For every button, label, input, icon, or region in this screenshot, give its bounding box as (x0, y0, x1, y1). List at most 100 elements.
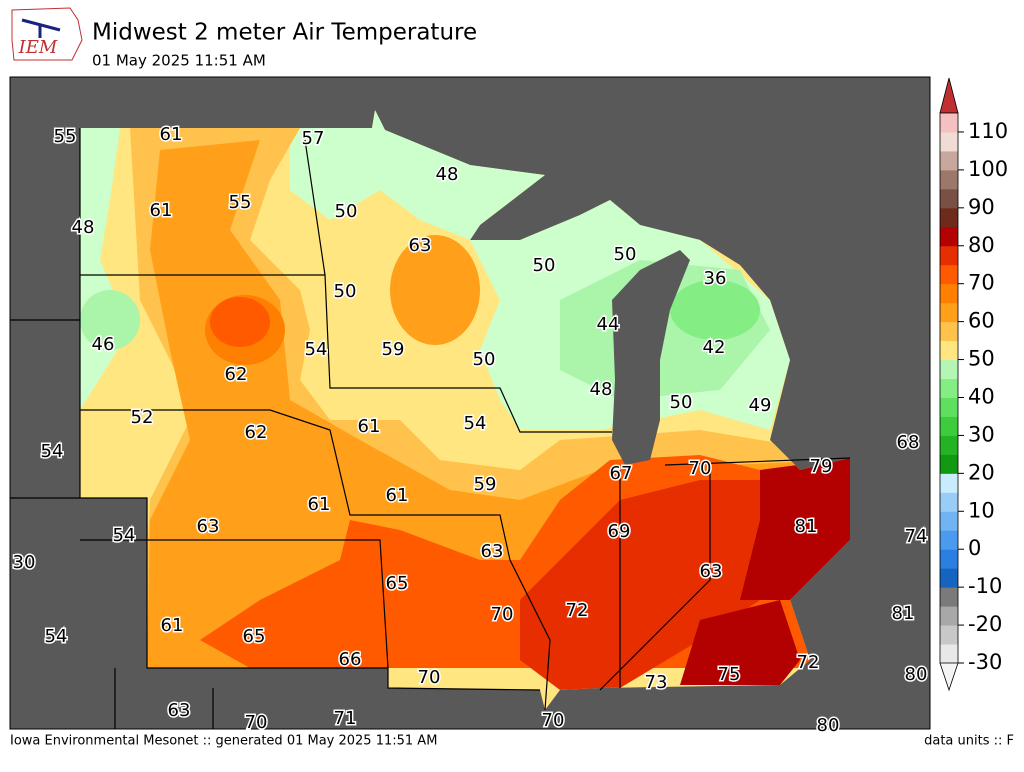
station-value: 44 (597, 314, 620, 335)
colorbar-tick-label: 30 (968, 422, 995, 446)
station-value: 70 (245, 712, 268, 733)
colorbar-segment (940, 169, 958, 190)
colorbar-segment (940, 150, 958, 171)
colorbar-segment (940, 397, 958, 417)
station-value: 69 (608, 521, 631, 542)
station-value: 54 (305, 339, 328, 360)
station-value: 50 (335, 201, 358, 222)
station-value: 80 (905, 664, 928, 685)
station-value: 72 (797, 652, 820, 673)
subtitle: 01 May 2025 11:51 AM (92, 52, 266, 70)
station-value: 61 (160, 124, 183, 145)
map (9, 76, 931, 730)
station-value: 54 (113, 525, 136, 546)
colorbar-segment (940, 359, 958, 380)
colorbar-tick-label: -20 (968, 612, 1002, 636)
station-value: 61 (386, 485, 409, 506)
colorbar-tick-label: 60 (968, 309, 995, 333)
colorbar-segment (940, 473, 958, 493)
colorbar-segment (940, 435, 958, 455)
station-value: 63 (481, 541, 504, 562)
station-value: 55 (229, 192, 252, 213)
station-value: 62 (245, 422, 268, 443)
colorbar-segment (940, 131, 958, 152)
station-value: 63 (409, 235, 432, 256)
station-value: 80 (817, 715, 840, 736)
station-value: 63 (197, 516, 220, 537)
station-value: 67 (610, 463, 633, 484)
colorbar-segment (940, 492, 958, 512)
colorbar: -30 -20 -10 0 10 20 30 40 50 60 70 80 90 100 110 (939, 77, 1008, 692)
colorbar-segment (940, 587, 958, 607)
station-value: 49 (749, 395, 772, 416)
station-value: 54 (41, 441, 64, 462)
station-value: 62 (225, 364, 248, 385)
station-value: 48 (436, 164, 459, 185)
station-value: 70 (689, 458, 712, 479)
station-value: 63 (168, 700, 191, 721)
colorbar-segment (940, 207, 958, 228)
colorbar-segment (940, 226, 958, 247)
colorbar-segment (940, 625, 958, 645)
colorbar-segment (940, 549, 958, 569)
station-value: 42 (703, 337, 726, 358)
colorbar-tick-label: -10 (968, 574, 1002, 598)
station-value: 81 (892, 603, 915, 624)
colorbar-segment (940, 283, 958, 304)
colorbar-tick-label: 20 (968, 460, 995, 484)
title: Midwest 2 meter Air Temperature (92, 20, 477, 46)
station-value: 50 (473, 349, 496, 370)
station-value: 74 (905, 526, 928, 547)
station-value: 54 (464, 413, 487, 434)
colorbar-segment (940, 644, 958, 664)
colorbar-tick-label: 40 (968, 384, 995, 408)
colorbar-tick-label: 90 (968, 195, 995, 219)
station-value: 59 (382, 339, 405, 360)
footer-left: Iowa Environmental Mesonet :: generated … (10, 734, 437, 749)
logo: IEM (11, 7, 83, 61)
station-labels: 55 61 57 48 61 55 50 48 63 50 50 36 50 46 54 59 44 42 62 50… (11, 123, 929, 738)
station-value: 68 (897, 432, 920, 453)
station-value: 65 (386, 573, 409, 594)
colorbar-tick-label: -30 (968, 650, 1002, 674)
colorbar-segment (940, 606, 958, 626)
station-value: 55 (54, 126, 77, 147)
station-value: 70 (418, 667, 441, 688)
colorbar-segment (940, 378, 958, 398)
station-value: 66 (339, 649, 362, 670)
station-value: 71 (334, 708, 357, 729)
colorbar-segment (940, 113, 958, 133)
colorbar-tick-label: 100 (968, 157, 1008, 181)
colorbar-segment (940, 530, 958, 550)
station-value: 50 (533, 255, 556, 276)
colorbar-tick-label: 50 (968, 347, 995, 371)
station-value: 52 (131, 407, 154, 428)
colorbar-segment (940, 568, 958, 588)
station-value: 61 (308, 494, 331, 515)
colorbar-tick-label: 70 (968, 271, 995, 295)
station-value: 48 (72, 217, 95, 238)
colorbar-segment (940, 188, 958, 209)
colorbar-tick-label: 0 (968, 536, 981, 560)
station-value: 65 (243, 626, 266, 647)
station-value: 61 (358, 416, 381, 437)
station-value: 61 (150, 200, 173, 221)
colorbar-segment (940, 511, 958, 531)
station-value: 73 (645, 672, 668, 693)
station-value: 54 (45, 626, 68, 647)
colorbar-segment (940, 454, 958, 474)
colorbar-segment (940, 245, 958, 266)
station-value: 57 (302, 128, 325, 149)
station-value: 36 (704, 268, 727, 289)
station-value: 48 (590, 379, 613, 400)
station-value: 75 (718, 664, 741, 685)
footer-right: data units :: F (924, 734, 1014, 749)
station-value: 70 (491, 604, 514, 625)
logo-text: IEM (18, 37, 58, 58)
station-value: 50 (614, 244, 637, 265)
station-value: 50 (670, 392, 693, 413)
station-value: 72 (566, 600, 589, 621)
station-value: 70 (542, 710, 565, 731)
station-value: 50 (334, 281, 357, 302)
